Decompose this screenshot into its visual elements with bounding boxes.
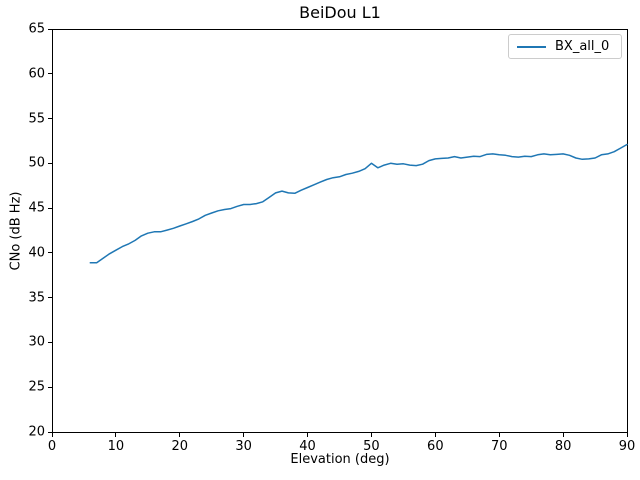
y-tick-mark [48,162,52,164]
legend-entry-label: BX_all_0 [555,39,610,54]
x-tick-label: 20 [171,439,189,454]
x-tick-label: 60 [427,439,444,454]
x-tick-mark [243,433,245,437]
y-tick-label: 55 [28,111,45,127]
x-tick-mark [51,433,53,437]
y-tick-label: 45 [28,200,45,216]
x-tick-label: 80 [554,439,572,454]
y-tick-mark [48,252,52,254]
x-tick-mark [179,433,181,437]
x-tick-label: 50 [363,439,380,454]
y-tick-label: 65 [28,21,45,37]
legend-line-sample [517,45,546,48]
y-tick-label: 35 [28,290,45,306]
plot-area [52,29,628,433]
y-tick-mark [48,28,52,30]
series-line-bx-all-0 [89,143,628,264]
x-tick-mark [115,433,117,437]
x-axis-label: Elevation (deg) [290,452,390,467]
x-tick-label: 40 [299,439,316,454]
chart-title: BeiDou L1 [299,3,381,22]
y-tick-label: 30 [28,334,45,350]
x-tick-label: 90 [618,439,636,454]
y-tick-label: 25 [28,379,45,395]
y-tick-mark [48,341,52,343]
y-tick-label: 20 [28,424,45,440]
y-tick-mark [48,73,52,75]
x-tick-label: 10 [107,439,125,454]
legend: BX_all_0 [508,34,622,59]
y-tick-mark [48,386,52,388]
x-tick-mark [434,433,436,437]
y-tick-mark [48,118,52,120]
y-tick-mark [48,207,52,209]
y-tick-mark [48,297,52,299]
x-tick-mark [307,433,309,437]
x-tick-label: 30 [235,439,252,454]
x-tick-mark [562,433,564,437]
x-tick-mark [498,433,500,437]
x-tick-mark [370,433,372,437]
y-tick-label: 50 [28,155,45,171]
y-axis-label: CNo (dB Hz) [8,191,24,271]
x-tick-label: 70 [490,439,508,454]
y-tick-label: 40 [28,245,45,261]
x-tick-mark [626,433,628,437]
y-tick-mark [48,431,52,433]
x-tick-label: 0 [47,439,57,454]
y-tick-label: 60 [28,66,45,82]
